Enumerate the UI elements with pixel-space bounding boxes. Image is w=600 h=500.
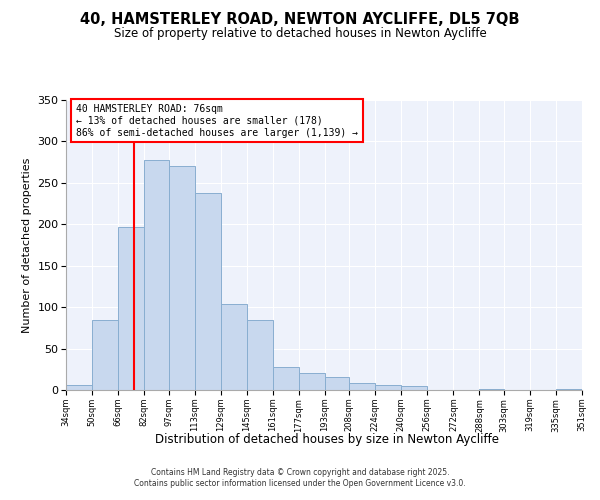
Bar: [92, 320, 118, 390]
Bar: [299, 374, 325, 390]
Bar: [325, 376, 349, 390]
Bar: [194, 193, 221, 390]
Bar: [144, 160, 169, 390]
Bar: [66, 385, 92, 390]
Bar: [479, 389, 504, 390]
Bar: [401, 386, 427, 390]
Bar: [247, 320, 273, 390]
Bar: [375, 385, 401, 390]
Text: Contains HM Land Registry data © Crown copyright and database right 2025.
Contai: Contains HM Land Registry data © Crown c…: [134, 468, 466, 487]
Text: 40, HAMSTERLEY ROAD, NEWTON AYCLIFFE, DL5 7QB: 40, HAMSTERLEY ROAD, NEWTON AYCLIFFE, DL…: [80, 12, 520, 28]
Text: 40 HAMSTERLEY ROAD: 76sqm
← 13% of detached houses are smaller (178)
86% of semi: 40 HAMSTERLEY ROAD: 76sqm ← 13% of detac…: [76, 104, 358, 138]
Bar: [118, 227, 144, 390]
Text: Size of property relative to detached houses in Newton Aycliffe: Size of property relative to detached ho…: [113, 28, 487, 40]
Bar: [273, 367, 299, 390]
Bar: [556, 389, 582, 390]
Text: Distribution of detached houses by size in Newton Aycliffe: Distribution of detached houses by size …: [155, 432, 499, 446]
Bar: [169, 166, 194, 390]
Bar: [221, 304, 247, 390]
Bar: [349, 382, 375, 390]
Y-axis label: Number of detached properties: Number of detached properties: [22, 158, 32, 332]
